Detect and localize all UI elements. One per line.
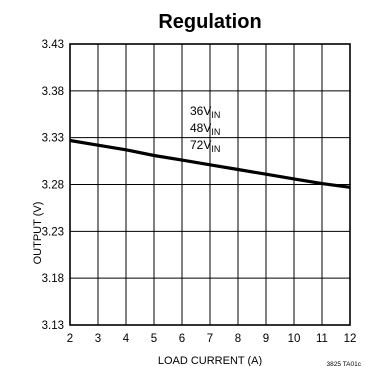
x-tick-labels: 2 3 4 5 6 7 8 9 10 11 12 [67, 333, 357, 345]
x-tick-label: 12 [344, 333, 357, 345]
x-tick-label: 4 [123, 333, 130, 345]
y-axis-label: OUTPUT (V) [32, 202, 44, 265]
x-tick-label: 7 [207, 333, 213, 345]
x-tick-label: 8 [235, 333, 241, 345]
x-tick-label: 2 [67, 333, 73, 345]
y-tick-label: 3.43 [42, 39, 64, 51]
y-tick-label: 3.18 [42, 273, 64, 285]
y-tick-label: 3.23 [42, 226, 64, 238]
y-tick-label: 3.13 [42, 320, 64, 332]
y-tick-label: 3.33 [42, 133, 64, 145]
x-tick-label: 11 [316, 333, 328, 345]
x-tick-label: 9 [263, 333, 269, 345]
x-tick-label: 6 [179, 333, 185, 345]
grid [69, 43, 351, 326]
figure-id: 3825 TA01c [327, 361, 362, 366]
x-tick-label: 10 [288, 333, 301, 345]
annotation-label: 48VIN [190, 121, 220, 137]
series-line [69, 138, 351, 189]
plot-frame [69, 43, 351, 326]
annotation-label: 36VIN [190, 104, 220, 120]
x-tick-label: 3 [95, 333, 101, 345]
y-tick-labels: 3.13 3.18 3.23 3.28 3.33 3.38 3.43 [42, 39, 64, 332]
x-tick-label: 5 [151, 333, 157, 345]
chart-title: Regulation [158, 11, 261, 33]
annotation-label: 72VIN [190, 138, 220, 154]
x-axis-label: LOAD CURRENT (A) [158, 355, 262, 366]
y-tick-label: 3.28 [42, 180, 64, 192]
y-tick-label: 3.38 [42, 86, 64, 98]
series-group [69, 138, 351, 189]
